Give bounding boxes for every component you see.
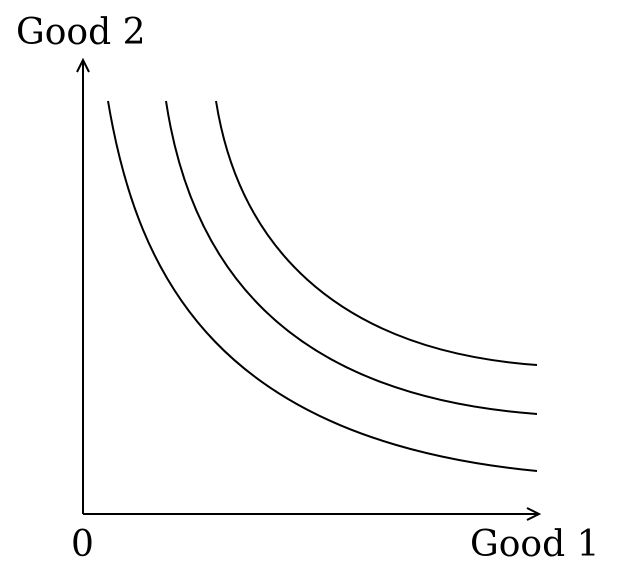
y-axis-label: Good 2 — [16, 12, 146, 53]
x-axis-arrowhead — [526, 507, 542, 521]
y-axis — [76, 57, 90, 514]
indifference-curve-1 — [107, 100, 538, 472]
y-axis-arrowhead — [76, 57, 90, 73]
x-axis-label: Good 1 — [470, 524, 600, 565]
indifference-curve-2 — [165, 100, 538, 415]
indifference-curve-3 — [215, 100, 538, 366]
indifference-curves — [107, 100, 538, 472]
origin-label: 0 — [71, 524, 94, 565]
x-axis — [83, 507, 542, 521]
